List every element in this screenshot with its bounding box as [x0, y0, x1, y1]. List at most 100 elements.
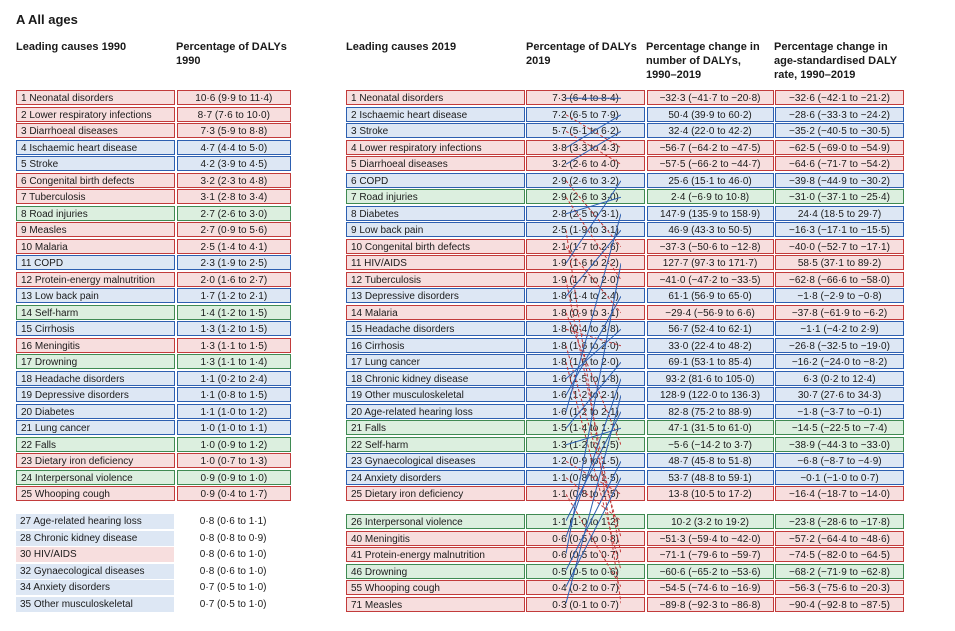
- change-rate-below: −90·4 (−92·8 to −87·5): [775, 597, 904, 612]
- change-num: 61·1 (56·9 to 65·0): [647, 288, 774, 303]
- row-2019: 24 Anxiety disorders1·1 (0·8 to 1·5)53·7…: [346, 470, 904, 485]
- pct-2019: 7·3 (6·4 to 8·4): [526, 90, 645, 105]
- row-1990-below: 28 Chronic kidney disease0·8 (0·8 to 0·9…: [16, 531, 291, 546]
- change-num: 93·2 (81·6 to 105·0): [647, 371, 774, 386]
- row-1990: 10 Malaria2·5 (1·4 to 4·1): [16, 239, 291, 254]
- row-1990: 22 Falls1·0 (0·9 to 1·2): [16, 437, 291, 452]
- pct-2019: 2·5 (1·9 to 3·1): [526, 222, 645, 237]
- change-rate: −1·8 (−3·7 to −0·1): [775, 404, 904, 419]
- cause-1990: 12 Protein-energy malnutrition: [16, 272, 175, 287]
- change-num: −57·5 (−66·2 to −44·7): [647, 156, 774, 171]
- change-rate: 58·5 (37·1 to 89·2): [775, 255, 904, 270]
- change-rate-below: −68·2 (−71·9 to −62·8): [775, 564, 904, 579]
- cause-2019: 24 Anxiety disorders: [346, 470, 525, 485]
- row-1990: 24 Interpersonal violence0·9 (0·9 to 1·0…: [16, 470, 291, 485]
- row-2019: 7 Road injuries2·9 (2·6 to 3·0)2·4 (−6·9…: [346, 189, 904, 204]
- row-1990-below: 30 HIV/AIDS0·8 (0·6 to 1·0): [16, 547, 291, 562]
- change-rate: −1·8 (−2·9 to −0·8): [775, 288, 904, 303]
- row-1990: 12 Protein-energy malnutrition2·0 (1·6 t…: [16, 272, 291, 287]
- cause-1990: 24 Interpersonal violence: [16, 470, 175, 485]
- cause-2019: 10 Congenital birth defects: [346, 239, 525, 254]
- row-1990: 16 Meningitis1·3 (1·1 to 1·5): [16, 338, 291, 353]
- row-2019-below: 46 Drowning0·5 (0·5 to 0·6)−60·6 (−65·2 …: [346, 564, 904, 579]
- row-1990: 2 Lower respiratory infections8·7 (7·6 t…: [16, 107, 291, 122]
- ranking-figure: Leading causes 1990 Percentage of DALYs …: [16, 41, 939, 612]
- change-rate: −28·6 (−33·3 to −24·2): [775, 107, 904, 122]
- cause-1990: 8 Road injuries: [16, 206, 175, 221]
- cause-1990: 15 Cirrhosis: [16, 321, 175, 336]
- cause-1990: 16 Meningitis: [16, 338, 175, 353]
- pct-1990: 0·9 (0·9 to 1·0): [177, 470, 291, 485]
- change-num: 33·0 (22·4 to 48·2): [647, 338, 774, 353]
- cause-1990: 1 Neonatal disorders: [16, 90, 175, 105]
- cause-2019: 22 Self-harm: [346, 437, 525, 452]
- row-1990: 20 Diabetes1·1 (1·0 to 1·2): [16, 404, 291, 419]
- pct-1990: 1·0 (1·0 to 1·1): [177, 420, 291, 435]
- row-2019: 6 COPD2·9 (2·6 to 3·2)25·6 (15·1 to 46·0…: [346, 173, 904, 188]
- change-rate: −64·6 (−71·7 to −54·2): [775, 156, 904, 171]
- cause-1990-below: 32 Gynaecological diseases: [16, 564, 174, 579]
- row-2019-below: 40 Meningitis0·6 (0·5 to 0·8)−51·3 (−59·…: [346, 531, 904, 546]
- change-num-below: −71·1 (−79·6 to −59·7): [647, 547, 774, 562]
- row-2019-below: 55 Whooping cough0·4 (0·2 to 0·7)−54·5 (…: [346, 580, 904, 595]
- cause-1990: 13 Low back pain: [16, 288, 175, 303]
- row-2019: 12 Tuberculosis1·9 (1·7 to 2·0)−41·0 (−4…: [346, 272, 904, 287]
- column-headers: Leading causes 1990 Percentage of DALYs …: [16, 41, 939, 82]
- change-rate: −0·1 (−1·0 to 0·7): [775, 470, 904, 485]
- row-2019: 8 Diabetes2·8 (2·5 to 3·1)147·9 (135·9 t…: [346, 206, 904, 221]
- pct-2019: 2·1 (1·7 to 2·6): [526, 239, 645, 254]
- pct-1990-below: 0·8 (0·6 to 1·1): [175, 514, 291, 529]
- row-2019: 15 Headache disorders1·8 (0·4 to 3·8)56·…: [346, 321, 904, 336]
- cause-2019-below: 26 Interpersonal violence: [346, 514, 525, 529]
- pct-2019-below: 0·4 (0·2 to 0·7): [526, 580, 645, 595]
- cause-2019: 2 Ischaemic heart disease: [346, 107, 525, 122]
- cause-2019: 19 Other musculoskeletal: [346, 387, 525, 402]
- row-2019: 3 Stroke5·7 (5·1 to 6·2)32·4 (22·0 to 42…: [346, 123, 904, 138]
- pct-1990: 8·7 (7·6 to 10·0): [177, 107, 291, 122]
- change-num: 56·7 (52·4 to 62·1): [647, 321, 774, 336]
- row-2019: 17 Lung cancer1·8 (1·6 to 2·0)69·1 (53·1…: [346, 354, 904, 369]
- panel-title: A All ages: [16, 12, 939, 27]
- row-2019: 19 Other musculoskeletal1·6 (1·2 to 2·1)…: [346, 387, 904, 402]
- pct-2019: 1·6 (1·5 to 1·8): [526, 371, 645, 386]
- row-2019: 2 Ischaemic heart disease7·2 (6·5 to 7·9…: [346, 107, 904, 122]
- row-2019: 1 Neonatal disorders7·3 (6·4 to 8·4)−32·…: [346, 90, 904, 105]
- change-num: −29·4 (−56·9 to 6·6): [647, 305, 774, 320]
- change-num: 47·1 (31·5 to 61·0): [647, 420, 774, 435]
- pct-1990-below: 0·8 (0·6 to 1·0): [175, 547, 291, 562]
- cause-1990: 2 Lower respiratory infections: [16, 107, 175, 122]
- row-1990: 19 Depressive disorders1·1 (0·8 to 1·5): [16, 387, 291, 402]
- pct-2019: 1·8 (1·4 to 2·4): [526, 288, 645, 303]
- row-1990: 6 Congenital birth defects3·2 (2·3 to 4·…: [16, 173, 291, 188]
- row-1990: 5 Stroke4·2 (3·9 to 4·5): [16, 156, 291, 171]
- cause-1990: 21 Lung cancer: [16, 420, 175, 435]
- row-1990: 25 Whooping cough0·9 (0·4 to 1·7): [16, 486, 291, 501]
- cause-1990: 6 Congenital birth defects: [16, 173, 175, 188]
- header-1990-pct: Percentage of DALYs 1990: [176, 41, 291, 82]
- pct-1990: 7·3 (5·9 to 8·8): [177, 123, 291, 138]
- row-2019: 18 Chronic kidney disease1·6 (1·5 to 1·8…: [346, 371, 904, 386]
- row-1990: 14 Self-harm1·4 (1·2 to 1·5): [16, 305, 291, 320]
- pct-1990: 4·2 (3·9 to 4·5): [177, 156, 291, 171]
- pct-1990: 2·0 (1·6 to 2·7): [177, 272, 291, 287]
- pct-2019: 2·8 (2·5 to 3·1): [526, 206, 645, 221]
- row-1990: 17 Drowning1·3 (1·1 to 1·4): [16, 354, 291, 369]
- pct-2019: 1·9 (1·6 to 2·2): [526, 255, 645, 270]
- row-2019: 25 Dietary iron deficiency1·1 (0·8 to 1·…: [346, 486, 904, 501]
- cause-1990: 10 Malaria: [16, 239, 175, 254]
- change-num: 48·7 (45·8 to 51·8): [647, 453, 774, 468]
- change-rate: −1·1 (−4·2 to 2·9): [775, 321, 904, 336]
- change-rate-below: −74·5 (−82·0 to −64·5): [775, 547, 904, 562]
- cause-1990: 17 Drowning: [16, 354, 175, 369]
- pct-2019: 1·5 (1·4 to 1·7): [526, 420, 645, 435]
- change-rate: 24·4 (18·5 to 29·7): [775, 206, 904, 221]
- change-num: 82·8 (75·2 to 88·9): [647, 404, 774, 419]
- pct-1990: 1·3 (1·1 to 1·5): [177, 338, 291, 353]
- pct-1990: 10·6 (9·9 to 11·4): [177, 90, 291, 105]
- pct-2019: 3·8 (3·3 to 4·3): [526, 140, 645, 155]
- pct-1990: 2·5 (1·4 to 4·1): [177, 239, 291, 254]
- row-2019: 9 Low back pain2·5 (1·9 to 3·1)46·9 (43·…: [346, 222, 904, 237]
- row-2019: 5 Diarrhoeal diseases3·2 (2·6 to 4·0)−57…: [346, 156, 904, 171]
- row-1990-below: 32 Gynaecological diseases0·8 (0·6 to 1·…: [16, 564, 291, 579]
- pct-2019: 2·9 (2·6 to 3·2): [526, 173, 645, 188]
